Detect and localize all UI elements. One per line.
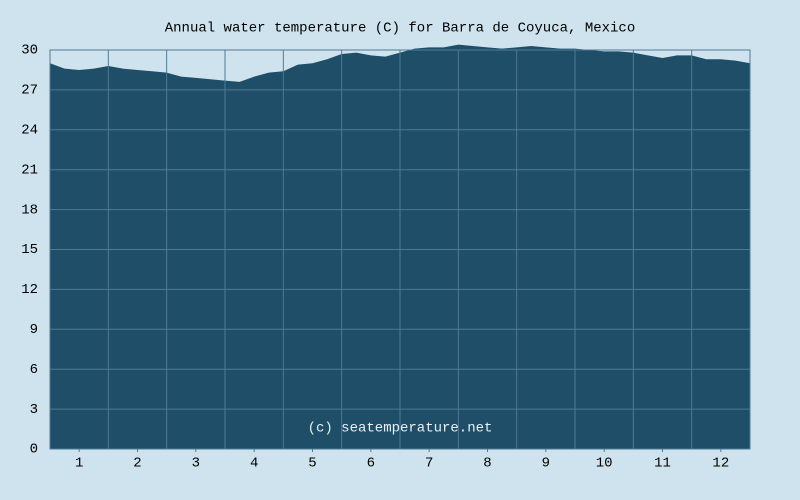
y-tick-label: 24	[21, 123, 38, 139]
plot-frame	[49, 49, 751, 450]
watermark: (c) seatemperature.net	[308, 421, 493, 437]
y-tick-label: 27	[21, 83, 38, 99]
chart-title: Annual water temperature (C) for Barra d…	[165, 21, 635, 37]
x-tick-label: 8	[483, 456, 491, 472]
x-tick-label: 1	[75, 456, 83, 472]
y-tick-label: 9	[30, 322, 38, 338]
x-tick-label: 2	[133, 456, 141, 472]
x-tick-label: 6	[367, 456, 375, 472]
x-tick-label: 7	[425, 456, 433, 472]
y-tick-label: 21	[21, 162, 38, 178]
y-tick-label: 12	[21, 282, 38, 298]
y-tick-label: 3	[30, 402, 38, 418]
x-tick-label: 11	[654, 456, 671, 472]
y-tick-label: 6	[30, 362, 38, 378]
x-tick-label: 10	[596, 456, 613, 472]
x-tick-label: 9	[542, 456, 550, 472]
x-tick-label: 4	[250, 456, 258, 472]
y-tick-label: 18	[21, 202, 38, 218]
y-tick-label: 0	[30, 442, 38, 458]
y-tick-label: 15	[21, 242, 38, 258]
y-tick-label: 30	[21, 43, 38, 59]
x-tick-label: 12	[712, 456, 729, 472]
x-tick-label: 5	[308, 456, 316, 472]
x-tick-label: 3	[192, 456, 200, 472]
